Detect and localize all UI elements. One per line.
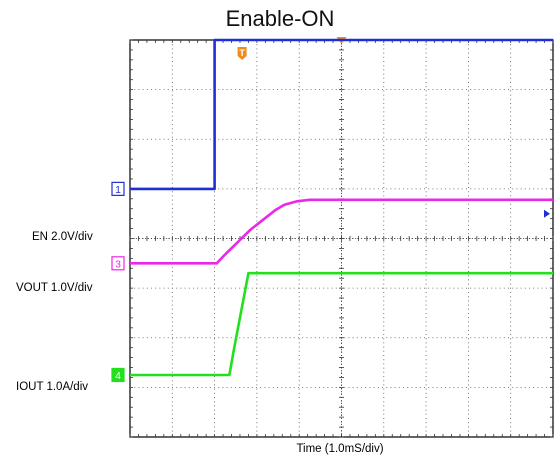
chart-title: Enable-ON [225, 6, 335, 31]
x-axis-label: Time (1.0mS/div) [296, 443, 384, 455]
trace-vout [130, 198, 553, 265]
channel-marker-en [111, 181, 125, 196]
channel-marker-vout [111, 256, 125, 271]
channel-label-en: EN 2.0V/div [32, 231, 93, 243]
ref-level-marker [544, 209, 550, 218]
trace-en [130, 38, 553, 191]
channel-label-iout: IOUT 1.0A/div [16, 381, 89, 393]
channel-label-vout: VOUT 1.0V/div [16, 282, 93, 294]
channel-marker-number: 1 [115, 184, 121, 196]
trace-iout [130, 271, 553, 377]
channel-marker-iout [111, 367, 125, 383]
channel-marker-number: 3 [115, 258, 121, 270]
channel-marker-number: 4 [115, 370, 121, 382]
trigger-marker [237, 47, 247, 60]
trigger-label: T [239, 48, 245, 58]
